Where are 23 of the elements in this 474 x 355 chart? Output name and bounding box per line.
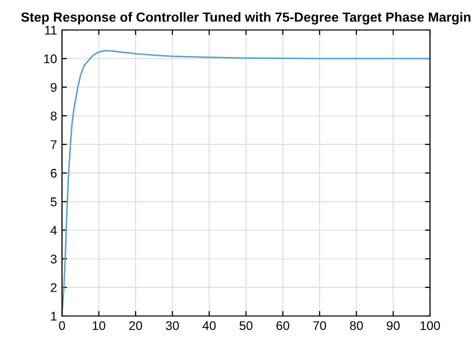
x-tick-label: 40: [202, 321, 216, 330]
x-tick-label: 100: [420, 321, 440, 330]
x-tick-label: 30: [166, 321, 179, 330]
y-tick-label: 5: [50, 198, 57, 206]
x-tick-label: 80: [350, 321, 363, 330]
y-tick-label: 7: [50, 140, 57, 149]
y-tick-label: 10: [44, 54, 57, 64]
x-tick-label: 50: [240, 321, 252, 330]
x-tick-label: 90: [386, 321, 400, 330]
y-tick-label: 6: [50, 168, 57, 178]
x-tick-label: 60: [276, 321, 290, 330]
y-tick-label: 2: [50, 283, 57, 292]
chart-title: Step Response of Controller Tuned with 75-Degree Target Phase Margin: [21, 12, 470, 24]
y-tick-label: 3: [50, 254, 57, 264]
y-tick-label: 11: [45, 26, 57, 35]
x-tick-label: 20: [129, 321, 142, 330]
y-tick-label: 1: [51, 312, 57, 321]
y-tick-label: 9: [50, 83, 57, 92]
x-tick-label: 0: [59, 321, 65, 330]
x-tick-label: 10: [92, 321, 106, 330]
y-tick-label: 4: [50, 226, 57, 235]
y-tick-label: 8: [50, 112, 57, 120]
x-tick-label: 70: [313, 321, 326, 330]
